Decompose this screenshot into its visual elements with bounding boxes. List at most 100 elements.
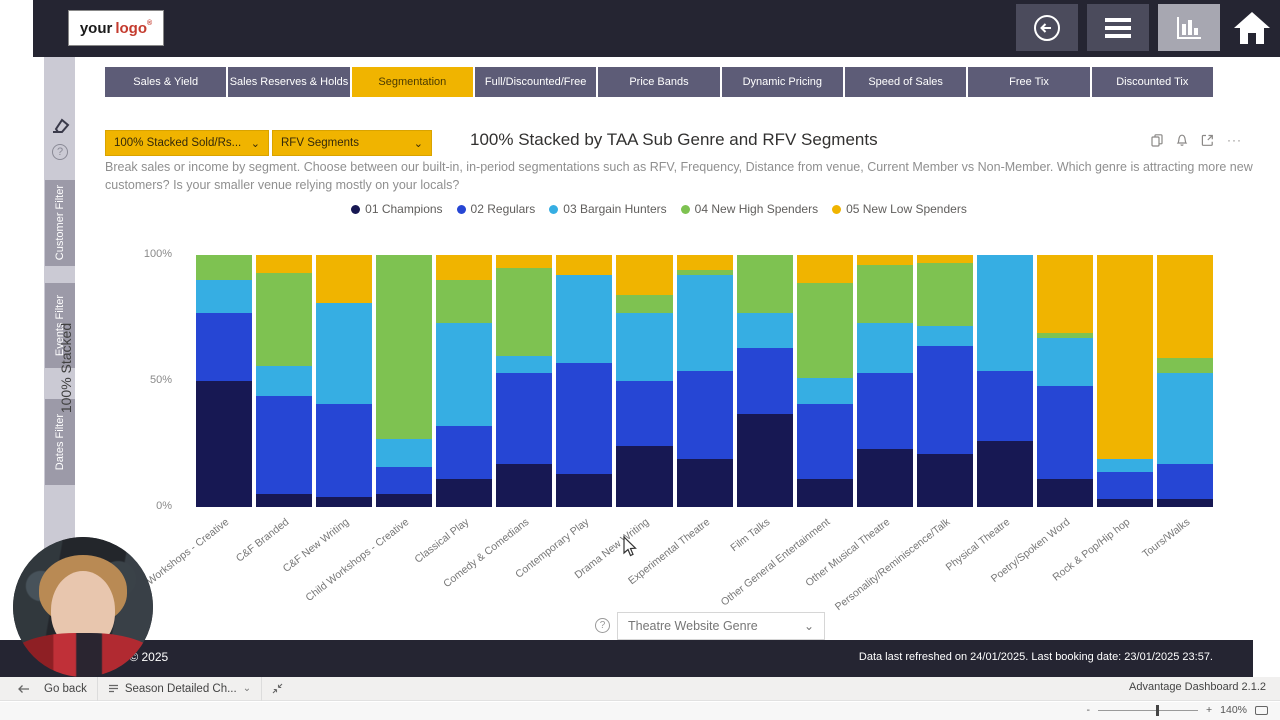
zoom-slider-handle[interactable] <box>1156 704 1159 716</box>
bar-segment-03-bargain-hunters[interactable] <box>616 312 673 381</box>
bar-segment-05-new-low-spenders[interactable] <box>1096 255 1153 460</box>
segment-dropdown[interactable]: RFV Segments ⌄ <box>272 130 432 156</box>
bar-rock-pop-hip-hop[interactable] <box>1096 255 1153 507</box>
bar-segment-02-regulars[interactable] <box>1157 464 1214 500</box>
bar-segment-01-champions[interactable] <box>856 449 913 507</box>
more-options-icon[interactable]: ··· <box>1227 133 1242 147</box>
bar-segment-01-champions[interactable] <box>1036 479 1093 507</box>
bar-personality-reminiscence-talk[interactable] <box>916 255 973 507</box>
legend-item-01-champions[interactable]: 01 Champions <box>351 202 443 216</box>
bar-drama-new-writing[interactable] <box>616 255 673 507</box>
genre-dropdown[interactable]: Theatre Website Genre ⌄ <box>617 612 825 640</box>
bar-segment-03-bargain-hunters[interactable] <box>496 355 553 374</box>
bar-segment-03-bargain-hunters[interactable] <box>1157 373 1214 465</box>
zoom-out-button[interactable]: - <box>1086 704 1091 716</box>
bar-segment-01-champions[interactable] <box>916 454 973 507</box>
bar-segment-04-new-high-spenders[interactable] <box>376 255 433 439</box>
tab-price-bands[interactable]: Price Bands <box>598 67 720 97</box>
bar-comedy-comedians[interactable] <box>496 255 553 507</box>
legend-item-05-new-low-spenders[interactable]: 05 New Low Spenders <box>832 202 967 216</box>
legend-item-04-new-high-spenders[interactable]: 04 New High Spenders <box>680 202 818 216</box>
bar-segment-02-regulars[interactable] <box>496 373 553 465</box>
bar-segment-03-bargain-hunters[interactable] <box>676 275 733 371</box>
page-selector[interactable]: Season Detailed Ch... ⌄ <box>108 683 251 695</box>
tab-segmentation[interactable]: Segmentation <box>351 67 473 97</box>
bar-segment-05-new-low-spenders[interactable] <box>796 255 853 283</box>
dates-filter-tab[interactable]: Dates Filter <box>45 399 75 485</box>
menu-button[interactable] <box>1087 4 1149 51</box>
bar-segment-03-bargain-hunters[interactable] <box>256 365 313 397</box>
bar-segment-02-regulars[interactable] <box>376 466 433 495</box>
bar-segment-02-regulars[interactable] <box>1096 471 1153 500</box>
back-button[interactable] <box>1016 4 1078 51</box>
bar-segment-04-new-high-spenders[interactable] <box>436 280 493 324</box>
customer-filter-tab[interactable]: Customer Filter <box>45 180 75 266</box>
bar-segment-02-regulars[interactable] <box>856 373 913 450</box>
bar-segment-03-bargain-hunters[interactable] <box>856 323 913 374</box>
bar-segment-02-regulars[interactable] <box>616 380 673 447</box>
bar-segment-04-new-high-spenders[interactable] <box>796 282 853 379</box>
bar-segment-04-new-high-spenders[interactable] <box>736 255 793 313</box>
bar-c-f-branded[interactable] <box>256 255 313 507</box>
bar-segment-01-champions[interactable] <box>376 494 433 507</box>
genre-help-icon[interactable]: ? <box>595 618 610 633</box>
bar-segment-03-bargain-hunters[interactable] <box>916 325 973 346</box>
bar-segment-01-champions[interactable] <box>556 474 613 507</box>
bar-segment-04-new-high-spenders[interactable] <box>916 262 973 326</box>
bar-segment-02-regulars[interactable] <box>736 348 793 414</box>
bar-segment-02-regulars[interactable] <box>196 312 253 381</box>
bar-segment-01-champions[interactable] <box>316 496 373 507</box>
metric-dropdown[interactable]: 100% Stacked Sold/Rs... ⌄ <box>105 130 269 156</box>
tab-sales-yield[interactable]: Sales & Yield <box>105 67 227 97</box>
legend-item-03-bargain-hunters[interactable]: 03 Bargain Hunters <box>549 202 667 216</box>
bar-segment-02-regulars[interactable] <box>436 426 493 480</box>
bar-segment-01-champions[interactable] <box>976 441 1033 507</box>
charts-view-button[interactable] <box>1158 4 1220 51</box>
bar-segment-02-regulars[interactable] <box>556 363 613 475</box>
bar-segment-02-regulars[interactable] <box>976 370 1033 442</box>
home-button[interactable] <box>1226 4 1278 51</box>
bar-segment-02-regulars[interactable] <box>916 345 973 455</box>
tab-speed-of-sales[interactable]: Speed of Sales <box>844 67 967 97</box>
bar-segment-04-new-high-spenders[interactable] <box>496 267 553 356</box>
bar-poetry-spoken-word[interactable] <box>1036 255 1093 507</box>
focus-mode-icon[interactable] <box>1201 134 1214 147</box>
bar-segment-04-new-high-spenders[interactable] <box>676 270 733 276</box>
bar-segment-02-regulars[interactable] <box>316 403 373 497</box>
bar-segment-04-new-high-spenders[interactable] <box>1157 358 1214 374</box>
bar-segment-03-bargain-hunters[interactable] <box>556 275 613 364</box>
bar-segment-01-champions[interactable] <box>676 459 733 507</box>
bar-segment-01-champions[interactable] <box>1157 499 1214 507</box>
zoom-in-button[interactable]: + <box>1206 704 1213 716</box>
bar-segment-05-new-low-spenders[interactable] <box>436 255 493 281</box>
bar-segment-03-bargain-hunters[interactable] <box>196 280 253 313</box>
bar-segment-03-bargain-hunters[interactable] <box>736 312 793 349</box>
fit-to-page-icon[interactable] <box>1255 705 1268 715</box>
tab-full-discounted-free[interactable]: Full/Discounted/Free <box>474 67 597 97</box>
bar-contemporary-play[interactable] <box>556 255 613 507</box>
bar-segment-01-champions[interactable] <box>196 380 253 507</box>
bar-segment-05-new-low-spenders[interactable] <box>856 255 913 266</box>
copy-icon[interactable] <box>1151 133 1163 147</box>
bar-segment-04-new-high-spenders[interactable] <box>616 295 673 313</box>
bar-segment-01-champions[interactable] <box>796 479 853 507</box>
bar-segment-03-bargain-hunters[interactable] <box>316 302 373 404</box>
tab-dynamic-pricing[interactable]: Dynamic Pricing <box>721 67 843 97</box>
legend-item-02-regulars[interactable]: 02 Regulars <box>456 202 535 216</box>
bar-segment-03-bargain-hunters[interactable] <box>1096 459 1153 472</box>
bar-experimental-theatre[interactable] <box>676 255 733 507</box>
bar-child-workshops-creative[interactable] <box>376 255 433 507</box>
bar-segment-03-bargain-hunters[interactable] <box>436 323 493 427</box>
bar-classical-play[interactable] <box>436 255 493 507</box>
bar-other-musical-theatre[interactable] <box>856 255 913 507</box>
zoom-slider[interactable] <box>1098 704 1198 716</box>
bar-film-talks[interactable] <box>736 255 793 507</box>
bar-segment-02-regulars[interactable] <box>1036 386 1093 480</box>
tab-free-tix[interactable]: Free Tix <box>968 67 1090 97</box>
bar-segment-04-new-high-spenders[interactable] <box>196 255 253 281</box>
bar-segment-05-new-low-spenders[interactable] <box>616 255 673 296</box>
bar-segment-03-bargain-hunters[interactable] <box>1036 338 1093 387</box>
bar-segment-05-new-low-spenders[interactable] <box>1157 255 1214 359</box>
alert-bell-icon[interactable] <box>1176 134 1188 147</box>
sidebar-help-icon[interactable]: ? <box>52 144 68 160</box>
